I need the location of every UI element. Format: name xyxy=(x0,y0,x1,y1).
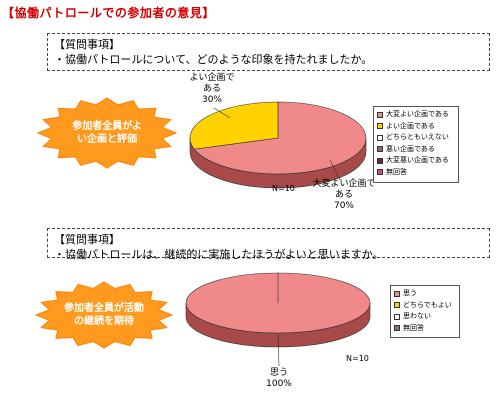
pie-slice xyxy=(193,101,367,175)
pie-slice xyxy=(189,101,279,150)
legend-label: 無回答 xyxy=(403,323,424,332)
legend-item: 無回答 xyxy=(394,323,456,335)
legend-label: どちらでもよい xyxy=(403,300,452,309)
legend-swatch xyxy=(377,157,383,164)
slice-label-value: 70% xyxy=(333,201,354,211)
label-leader-line xyxy=(329,159,341,181)
callout-burst-shape xyxy=(36,97,178,169)
slice-label-taihen: 大変よい企画で ある 70% xyxy=(306,179,382,212)
callout-line: の継続を期待 xyxy=(74,316,134,327)
callout-line: 参加者全員がよ xyxy=(72,121,142,132)
label-leader-line xyxy=(213,107,231,119)
page-title: 【協働パトロールでの参加者の意見】 xyxy=(2,6,215,20)
callout-line: 参加者全員が活動 xyxy=(64,303,144,314)
legend-swatch xyxy=(394,325,400,332)
legend-label: 思わない xyxy=(403,312,431,320)
legend-swatch xyxy=(377,169,383,176)
question-box-2: 【質問事項】 ・協働パトロールは、継続的に実施したほうがよいと思いますか。 xyxy=(47,228,490,261)
pie-chart-1 xyxy=(189,101,367,189)
legend-label: 悪い企画である xyxy=(386,144,435,153)
slice-label-text: 思う xyxy=(269,368,288,378)
question-heading: 【質問事項】 xyxy=(54,38,120,51)
slice-label-text: ある xyxy=(202,84,221,94)
slice-label-text: よい企画で xyxy=(189,73,235,83)
legend-label: 無回答 xyxy=(386,167,407,176)
legend-item: どちらともいえない xyxy=(377,132,455,144)
legend-item: 思う xyxy=(394,288,456,300)
callout-burst-1: 参加者全員がよ い企画と評価 xyxy=(36,97,178,169)
question-text: ・協働パトロールについて、どのような印象を持たれましたか。 xyxy=(54,53,373,66)
legend-swatch xyxy=(377,123,383,130)
slice-label-value: 30% xyxy=(201,95,222,105)
question-box-1: 【質問事項】 ・協働パトロールについて、どのような印象を持たれましたか。 xyxy=(47,33,490,71)
legend-swatch xyxy=(377,134,383,141)
slice-label-omou: 思う 100% xyxy=(254,368,304,390)
slice-label-text: ある xyxy=(334,190,353,200)
legend-swatch xyxy=(394,290,400,297)
callout-line: い企画と評価 xyxy=(77,134,137,145)
legend-swatch xyxy=(377,111,383,118)
callout-burst-2: 参加者全員が活動 の継続を期待 xyxy=(34,281,174,349)
slice-label-yoi: よい企画で ある 30% xyxy=(178,73,246,106)
question-text: ・協働パトロールは、継続的に実施したほうがよいと思いますか。 xyxy=(54,248,384,261)
legend-swatch xyxy=(377,146,383,153)
slice-label-text: 大変よい企画で xyxy=(312,179,376,189)
label-leader-line xyxy=(277,332,280,367)
legend-label: どちらともいえない xyxy=(386,133,449,141)
legend-label: 大変よい企画である xyxy=(386,110,449,118)
legend-label: 思う xyxy=(403,289,417,297)
legend-swatch xyxy=(394,302,400,309)
legend-item: 悪い企画である xyxy=(377,144,455,156)
legend-label: 大変悪い企画である xyxy=(386,156,449,164)
legend-item: 無回答 xyxy=(377,167,455,179)
n-label-1: N=10 xyxy=(272,184,295,193)
legend-swatch xyxy=(394,313,400,320)
legend-item: どちらでもよい xyxy=(394,300,456,312)
legend-item: よい企画である xyxy=(377,121,455,133)
legend-2: 思うどちらでもよい 思わない無回答 xyxy=(390,285,460,338)
legend-label: よい企画である xyxy=(386,121,435,130)
legend-item: 大変よい企画である xyxy=(377,109,455,121)
legend-item: 大変悪い企画である xyxy=(377,155,455,167)
question-heading: 【質問事項】 xyxy=(54,233,120,246)
callout-burst-shape xyxy=(34,281,174,349)
legend-1: 大変よい企画である よい企画であるどちらともいえない 悪い企画である大変悪い企画であ… xyxy=(373,106,459,183)
legend-item: 思わない xyxy=(394,311,456,323)
n-label-2: N=10 xyxy=(346,354,369,363)
slice-label-value: 100% xyxy=(266,379,292,389)
